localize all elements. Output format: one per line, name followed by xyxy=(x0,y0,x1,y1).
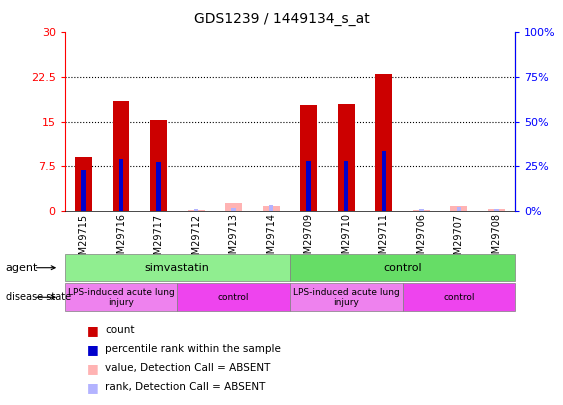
Text: GDS1239 / 1449134_s_at: GDS1239 / 1449134_s_at xyxy=(194,12,369,26)
Text: simvastatin: simvastatin xyxy=(145,263,210,273)
Bar xyxy=(376,74,392,211)
Bar xyxy=(488,209,505,211)
Bar xyxy=(290,254,515,281)
Bar xyxy=(119,159,123,211)
Bar xyxy=(177,284,290,311)
Bar xyxy=(300,105,317,211)
Text: ■: ■ xyxy=(87,343,99,356)
Bar xyxy=(494,209,499,211)
Bar xyxy=(269,205,274,211)
Bar xyxy=(382,151,386,211)
Text: disease state: disease state xyxy=(6,292,71,302)
Bar xyxy=(65,284,177,311)
Bar xyxy=(113,101,129,211)
Bar xyxy=(150,120,167,211)
Text: control: control xyxy=(218,293,249,302)
Text: control: control xyxy=(443,293,475,302)
Bar xyxy=(194,209,198,211)
Bar xyxy=(157,162,161,211)
Bar xyxy=(65,254,290,281)
Bar xyxy=(450,206,467,211)
Text: LPS-induced acute lung
injury: LPS-induced acute lung injury xyxy=(293,288,400,307)
Bar xyxy=(263,206,280,211)
Bar xyxy=(231,208,236,211)
Bar xyxy=(403,284,515,311)
Bar xyxy=(306,161,311,211)
Bar xyxy=(338,104,355,211)
Bar xyxy=(81,170,86,211)
Bar xyxy=(457,207,461,211)
Text: percentile rank within the sample: percentile rank within the sample xyxy=(105,344,281,354)
Bar xyxy=(419,209,423,211)
Text: control: control xyxy=(383,263,422,273)
Bar xyxy=(344,161,348,211)
Text: value, Detection Call = ABSENT: value, Detection Call = ABSENT xyxy=(105,363,271,373)
Bar xyxy=(413,210,430,211)
Text: ■: ■ xyxy=(87,324,99,337)
Text: rank, Detection Call = ABSENT: rank, Detection Call = ABSENT xyxy=(105,382,266,392)
Text: ■: ■ xyxy=(87,362,99,375)
Text: count: count xyxy=(105,325,135,335)
Text: ■: ■ xyxy=(87,381,99,394)
Text: agent: agent xyxy=(6,263,38,273)
Text: LPS-induced acute lung
injury: LPS-induced acute lung injury xyxy=(68,288,175,307)
Bar xyxy=(75,157,92,211)
Bar xyxy=(290,284,403,311)
Bar xyxy=(225,203,242,211)
